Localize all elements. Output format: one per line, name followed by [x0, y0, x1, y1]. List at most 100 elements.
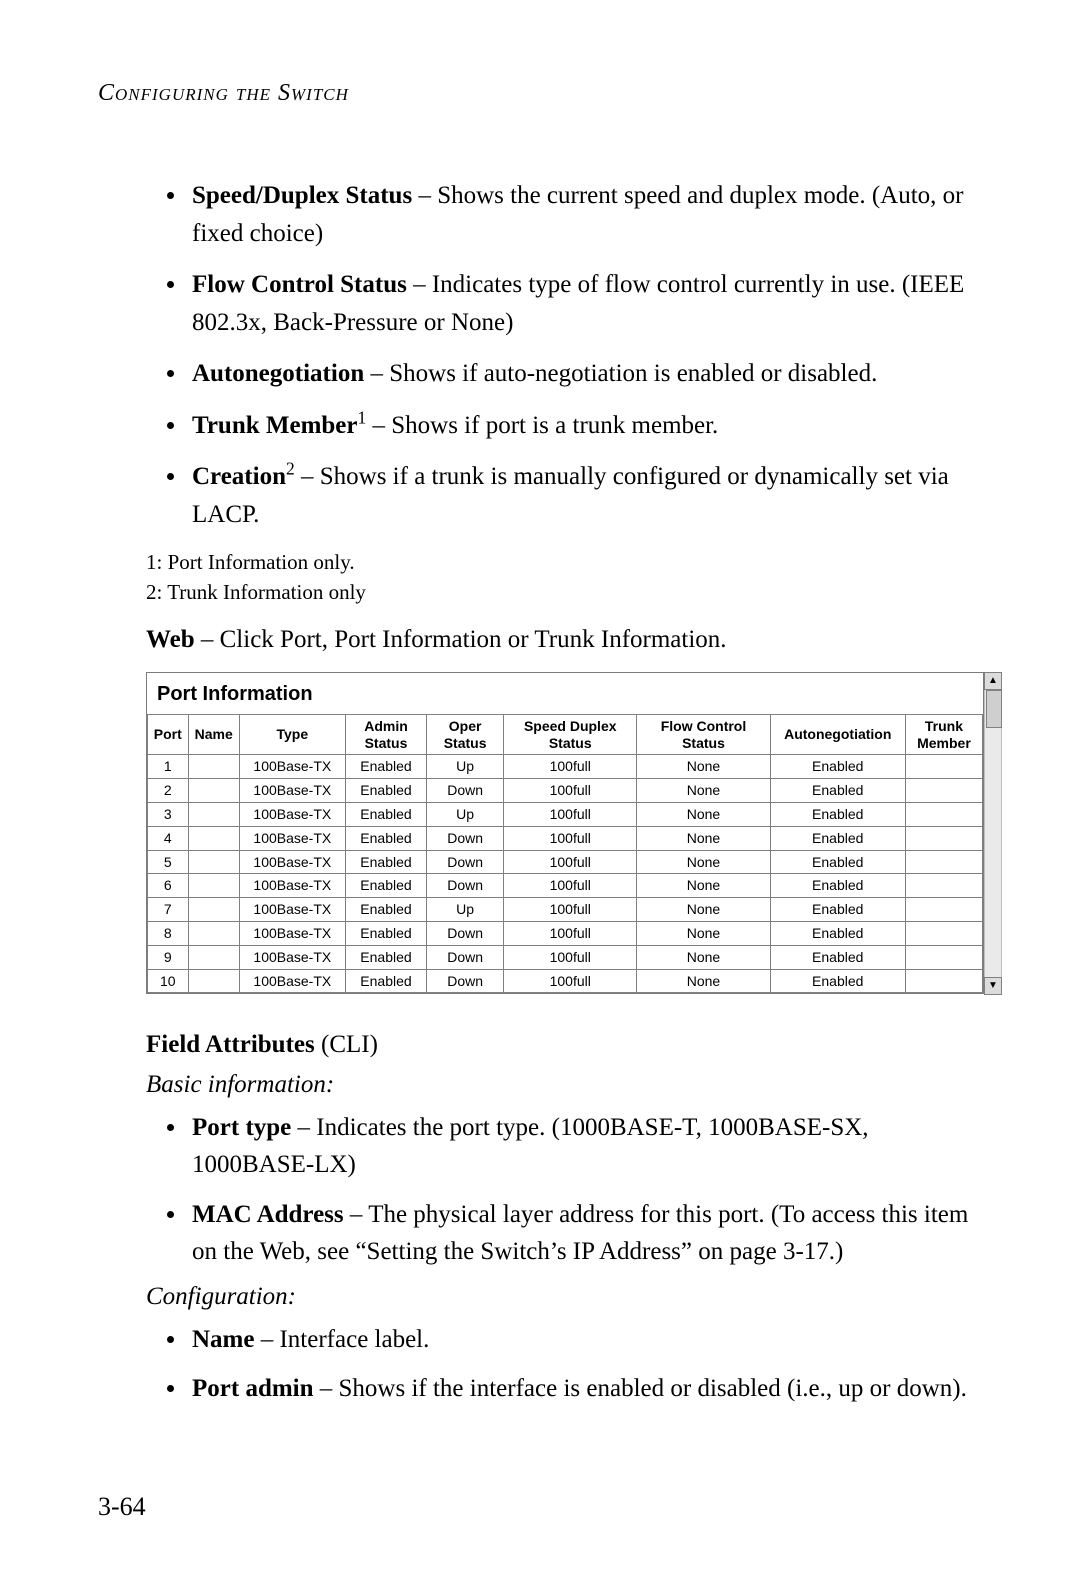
table-cell: 100full: [504, 898, 637, 922]
table-cell: [905, 945, 982, 969]
table-cell: 100full: [504, 922, 637, 946]
table-cell: Enabled: [345, 826, 426, 850]
table-row: 6100Base-TXEnabledDown100fullNoneEnabled: [148, 874, 983, 898]
scroll-up-button[interactable]: ▲: [984, 672, 1002, 690]
bullet-footnote-ref: 2: [286, 459, 295, 479]
bullet-term: Trunk Member: [192, 412, 358, 439]
table-cell: Enabled: [770, 945, 905, 969]
bullet-term: Name: [192, 1326, 254, 1353]
table-cell: Up: [427, 755, 504, 779]
table-row: 4100Base-TXEnabledDown100fullNoneEnabled: [148, 826, 983, 850]
table-cell: Down: [427, 874, 504, 898]
table-row: 2100Base-TXEnabledDown100fullNoneEnabled: [148, 779, 983, 803]
scrollbar: ▲ ▼: [984, 672, 1002, 995]
table-cell: Enabled: [345, 803, 426, 827]
table-cell: 3: [148, 803, 189, 827]
table-cell: [188, 922, 239, 946]
table-header-cell: TrunkMember: [905, 714, 982, 755]
table-cell: 100full: [504, 969, 637, 993]
table-row: 5100Base-TXEnabledDown100fullNoneEnabled: [148, 850, 983, 874]
list-item: MAC Address – The physical layer address…: [188, 1196, 982, 1271]
bullet-desc: – Shows if a trunk is manually configure…: [192, 463, 949, 528]
table-cell: Enabled: [770, 755, 905, 779]
table-cell: [188, 779, 239, 803]
table-cell: [188, 850, 239, 874]
table-cell: 100full: [504, 755, 637, 779]
table-cell: [905, 779, 982, 803]
table-cell: Down: [427, 922, 504, 946]
table-header-cell: Speed DuplexStatus: [504, 714, 637, 755]
table-cell: None: [637, 922, 770, 946]
table-cell: Enabled: [345, 945, 426, 969]
table-row: 3100Base-TXEnabledUp100fullNoneEnabled: [148, 803, 983, 827]
table-cell: None: [637, 803, 770, 827]
table-cell: [905, 826, 982, 850]
table-header-cell: Port: [148, 714, 189, 755]
table-row: 9100Base-TXEnabledDown100fullNoneEnabled: [148, 945, 983, 969]
table-cell: 100Base-TX: [239, 803, 345, 827]
table-row: 8100Base-TXEnabledDown100fullNoneEnabled: [148, 922, 983, 946]
scrollbar-track[interactable]: [984, 690, 1002, 977]
table-cell: 100Base-TX: [239, 922, 345, 946]
bullet-term: Flow Control Status: [192, 271, 407, 298]
table-cell: 4: [148, 826, 189, 850]
table-cell: 8: [148, 922, 189, 946]
field-attributes-rest: (CLI): [315, 1031, 378, 1058]
table-cell: 100Base-TX: [239, 826, 345, 850]
table-cell: 100full: [504, 803, 637, 827]
table-header-cell: Type: [239, 714, 345, 755]
table-cell: Enabled: [770, 922, 905, 946]
table-row: 7100Base-TXEnabledUp100fullNoneEnabled: [148, 898, 983, 922]
running-head-text: Configuring the Switch: [98, 80, 349, 106]
scroll-down-button[interactable]: ▼: [984, 977, 1002, 995]
table-cell: Enabled: [345, 779, 426, 803]
table-cell: 2: [148, 779, 189, 803]
table-cell: 7: [148, 898, 189, 922]
table-cell: Down: [427, 779, 504, 803]
footnote-line: 1: Port Information only.: [146, 547, 982, 577]
configuration-subhead: Configuration:: [146, 1283, 982, 1311]
table-cell: 100full: [504, 826, 637, 850]
table-cell: Up: [427, 803, 504, 827]
bullet-desc: – Shows if the interface is enabled or d…: [314, 1375, 967, 1402]
bullet-footnote-ref: 1: [358, 407, 367, 427]
bullet-term: Port type: [192, 1114, 291, 1141]
table-header-cell: Name: [188, 714, 239, 755]
screenshot-container: Port Information PortNameTypeAdminStatus…: [146, 672, 984, 995]
table-header-cell: Flow ControlStatus: [637, 714, 770, 755]
list-item: Port type – Indicates the port type. (10…: [188, 1109, 982, 1184]
bullet-term: Autonegotiation: [192, 360, 364, 387]
table-cell: Enabled: [770, 779, 905, 803]
list-item: Port admin – Shows if the interface is e…: [188, 1370, 982, 1408]
page-number: 3-64: [98, 1492, 146, 1522]
scrollbar-thumb[interactable]: [986, 690, 1002, 728]
table-cell: 100Base-TX: [239, 850, 345, 874]
table-cell: [188, 945, 239, 969]
table-cell: Enabled: [770, 850, 905, 874]
table-cell: [905, 969, 982, 993]
table-cell: Enabled: [345, 850, 426, 874]
table-cell: 9: [148, 945, 189, 969]
table-cell: 100full: [504, 874, 637, 898]
table-cell: [188, 826, 239, 850]
table-cell: Enabled: [770, 826, 905, 850]
bullet-desc: – Indicates the port type. (1000BASE-T, …: [192, 1114, 869, 1179]
configuration-bullet-list: Name – Interface label. Port admin – Show…: [98, 1321, 982, 1408]
table-cell: [905, 803, 982, 827]
table-cell: None: [637, 755, 770, 779]
table-row: 10100Base-TXEnabledDown100fullNoneEnable…: [148, 969, 983, 993]
field-attributes-heading: Field Attributes (CLI): [146, 1031, 982, 1059]
table-header-row: PortNameTypeAdminStatusOperStatusSpeed D…: [148, 714, 983, 755]
table-cell: Enabled: [770, 898, 905, 922]
table-cell: Enabled: [345, 898, 426, 922]
bullet-desc: – Interface label.: [254, 1326, 429, 1353]
table-cell: None: [637, 874, 770, 898]
running-head: Configuring the Switch: [98, 80, 982, 107]
web-line-rest: – Click Port, Port Information or Trunk …: [195, 626, 727, 653]
field-bullet-item: Creation2 – Shows if a trunk is manually…: [188, 458, 982, 533]
arrow-up-icon: ▲: [988, 675, 998, 686]
table-cell: None: [637, 969, 770, 993]
table-cell: [188, 874, 239, 898]
table-cell: 100Base-TX: [239, 898, 345, 922]
table-cell: 100Base-TX: [239, 755, 345, 779]
